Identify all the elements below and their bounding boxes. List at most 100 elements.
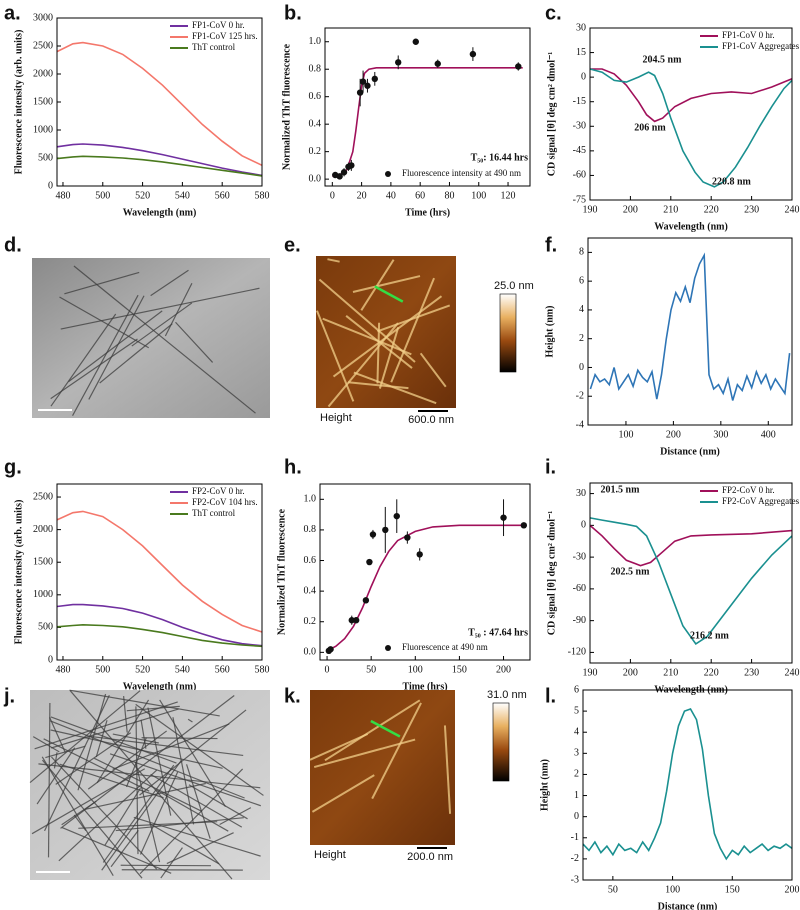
panel-label: b.: [284, 2, 302, 24]
x-tick-label: 0: [330, 190, 335, 201]
plot-frame: [56, 483, 263, 661]
y-tick-label: 0.0: [304, 647, 317, 658]
fibril: [139, 771, 179, 855]
fibril: [164, 283, 193, 337]
x-tick-label: 200: [666, 429, 681, 440]
y-tick-label: -60: [573, 583, 586, 594]
scale-bar-label: 200.0 nm: [407, 851, 453, 863]
colorbar-label: 25.0 nm: [494, 280, 534, 292]
y-tick-label: 1000: [33, 124, 53, 135]
fibril: [332, 295, 443, 378]
fibril: [102, 764, 175, 863]
x-tick-label: 210: [663, 204, 678, 215]
fibril: [53, 752, 58, 769]
y-tick-label: 15: [576, 47, 586, 58]
data-point: [515, 63, 522, 70]
y-tick-label: -2: [576, 391, 584, 402]
x-tick-label: 200: [623, 204, 638, 215]
fibril: [311, 774, 375, 813]
plot-frame: [587, 237, 793, 426]
plot-frame: [319, 483, 531, 661]
x-tick-label: 190: [583, 667, 598, 678]
data-point: [469, 50, 477, 58]
y-tick-label: 0.2: [304, 616, 317, 627]
data-line: [589, 524, 793, 567]
micrograph-panel: d.: [4, 234, 270, 418]
annotation: T₅₀: 16.44 hrs: [471, 152, 528, 163]
fibril: [60, 287, 260, 330]
annotation: 204.5 nm: [643, 54, 683, 65]
y-tick-label: 4: [574, 727, 579, 738]
panel-label: i.: [545, 456, 556, 478]
fibril: [348, 381, 409, 390]
micrograph-panel: j.: [3, 685, 270, 880]
x-tick-label: 580: [255, 190, 270, 201]
y-tick-label: 0: [574, 811, 579, 822]
y-tick-label: -60: [573, 170, 586, 181]
fibril: [219, 807, 252, 826]
fibril: [51, 708, 179, 749]
x-axis-label: Distance (nm): [660, 446, 720, 457]
panel-label: k.: [284, 685, 301, 707]
fibril: [166, 832, 234, 865]
x-tick-label: 40: [386, 190, 396, 201]
legend-label: ThT control: [192, 42, 236, 52]
fibril: [371, 702, 422, 800]
fibril: [34, 701, 178, 750]
fibril: [38, 763, 261, 789]
fibril: [99, 323, 173, 384]
x-tick-label: 100: [471, 190, 486, 201]
fibril: [140, 719, 147, 749]
x-tick-label: 80: [444, 190, 454, 201]
data-line: [589, 517, 793, 645]
y-tick-label: -3: [571, 874, 579, 885]
fibril: [73, 265, 256, 414]
fibril: [141, 737, 218, 740]
fibril: [175, 321, 214, 363]
y-tick-label: 30: [576, 488, 586, 499]
fibril: [352, 275, 421, 293]
fibril: [156, 789, 229, 832]
colorbar: [492, 702, 510, 782]
y-tick-label: 1500: [33, 96, 53, 107]
y-tick-label: 0: [581, 71, 586, 82]
x-tick-label: 220: [704, 667, 719, 678]
fibril: [318, 278, 416, 363]
data-point: [434, 60, 441, 67]
micrograph-panel: e. Height 600.0 nm 25.0 nm: [284, 234, 534, 426]
x-tick-label: 540: [175, 664, 190, 675]
fibril: [68, 310, 163, 383]
x-tick-label: 50: [608, 884, 618, 895]
x-axis-label: Time (hrs): [402, 681, 447, 692]
y-axis-label: Normalized ThT fluorescence: [276, 508, 287, 635]
y-tick-label: 30: [576, 22, 586, 33]
panel-label: e.: [284, 234, 301, 256]
fibril: [41, 756, 114, 877]
y-tick-label: -45: [573, 145, 586, 156]
fibril: [150, 269, 189, 297]
fibril: [32, 736, 60, 753]
fibril: [313, 738, 416, 768]
x-tick-label: 120: [501, 190, 516, 201]
legend-label: Fluorescence intensity at 490 nm: [402, 168, 521, 178]
panel-label: f.: [545, 234, 557, 256]
x-tick-label: 100: [665, 884, 680, 895]
fibril: [147, 707, 172, 816]
data-line: [56, 623, 263, 648]
panel-label: j.: [3, 685, 15, 707]
y-tick-label: 0.8: [304, 524, 317, 535]
y-tick-label: -30: [573, 121, 586, 132]
fibril: [29, 690, 141, 784]
legend-label: FP2-CoV 0 hr.: [722, 485, 775, 495]
fibril: [47, 702, 51, 858]
x-axis-label: Distance (nm): [658, 901, 718, 910]
x-axis-label: Wavelength (nm): [654, 221, 728, 232]
x-tick-label: 480: [55, 664, 70, 675]
fibril: [50, 338, 138, 400]
x-tick-label: 200: [623, 667, 638, 678]
y-axis-label: Height (nm): [539, 759, 550, 811]
x-tick-label: 100: [408, 664, 423, 675]
y-axis-label: Fluorescence intensity (arb. units): [13, 500, 24, 645]
y-tick-label: -4: [576, 419, 584, 430]
legend-label: FP2-CoV 104 hrs.: [192, 497, 258, 507]
